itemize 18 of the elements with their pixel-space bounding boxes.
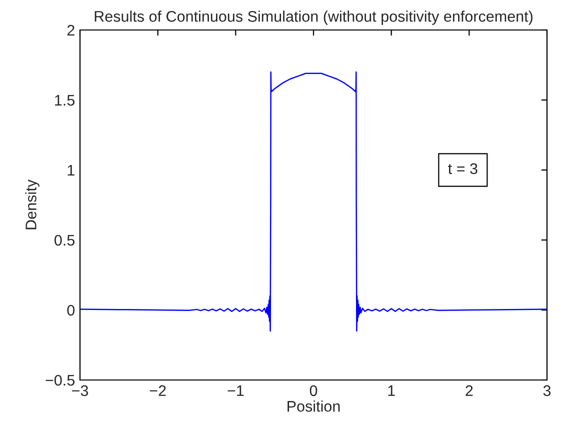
x-tick-label: 3 [543, 385, 551, 396]
y-tick-label: 1 [68, 165, 74, 176]
chart-title: Results of Continuous Simulation (without positivity enforcement) [94, 10, 532, 25]
y-tick-label: 2 [67, 24, 74, 36]
y-tick-label: 1.5 [55, 95, 74, 106]
y-tick-label: −0.5 [46, 374, 74, 386]
y-axis-title: Density [25, 180, 40, 230]
y-tick-label: 0.5 [54, 234, 74, 246]
annotation: t = 3 [448, 163, 478, 174]
x-tick-label: −1 [228, 385, 244, 396]
line-series [80, 71, 547, 332]
x-axis-title: Position [288, 400, 340, 412]
x-tick-label: −2 [150, 385, 166, 396]
x-tick-label: 0 [310, 385, 318, 396]
x-tick-label: 1 [388, 385, 395, 396]
x-tick-label: −3 [72, 385, 88, 396]
x-tick-label: 2 [466, 385, 473, 396]
y-tick-label: 0 [67, 304, 75, 316]
